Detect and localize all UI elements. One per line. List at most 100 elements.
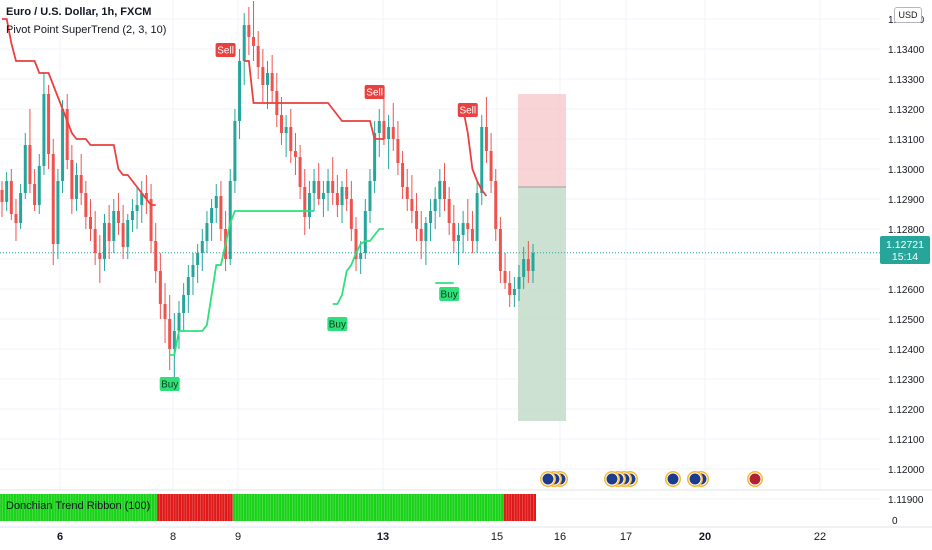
candle-body bbox=[433, 199, 437, 211]
take-profit-zone[interactable] bbox=[518, 187, 566, 421]
currency-badge[interactable]: USD bbox=[894, 7, 922, 23]
candle-body bbox=[56, 181, 60, 244]
stop-loss-zone[interactable] bbox=[518, 94, 566, 187]
donchian-ribbon bbox=[0, 494, 536, 521]
candle-body bbox=[419, 229, 423, 241]
event-flag-icon bbox=[541, 472, 555, 486]
event-flag-icon bbox=[605, 472, 619, 486]
candle-body bbox=[79, 175, 83, 193]
price-tick-label: 1.12900 bbox=[888, 195, 925, 206]
candle-body bbox=[382, 121, 386, 139]
event-flag-icon bbox=[688, 472, 702, 486]
buy-label-bg bbox=[159, 377, 180, 391]
candle-body bbox=[210, 208, 214, 223]
candle-body bbox=[489, 151, 493, 181]
candle-body bbox=[401, 163, 405, 187]
price-tick-label: 1.11900 bbox=[888, 495, 924, 506]
candle-body bbox=[498, 229, 502, 271]
price-tick-label: 1.13400 bbox=[888, 45, 925, 56]
candle-body bbox=[317, 181, 321, 199]
candle-body bbox=[126, 220, 130, 247]
candle-body bbox=[196, 253, 200, 265]
candle-body bbox=[363, 211, 367, 253]
candle-body bbox=[233, 121, 237, 181]
candle-body bbox=[33, 184, 37, 205]
candle-body bbox=[5, 181, 9, 202]
ribbon-title[interactable]: Donchian Trend Ribbon (100) bbox=[6, 500, 151, 512]
candle-body bbox=[526, 259, 530, 271]
candle-body bbox=[517, 277, 521, 289]
candle-body bbox=[331, 181, 335, 193]
candle-body bbox=[177, 313, 181, 331]
candle-body bbox=[37, 166, 41, 205]
buy-label-bg bbox=[327, 317, 348, 331]
candle-body bbox=[415, 211, 419, 229]
candle-body bbox=[447, 199, 451, 223]
candle-body bbox=[312, 181, 316, 193]
supertrend-up-line bbox=[169, 210, 315, 356]
candle-body bbox=[410, 199, 414, 211]
candle-body bbox=[443, 181, 446, 199]
candle-body bbox=[158, 271, 162, 304]
grid bbox=[0, 0, 880, 500]
candle-body bbox=[84, 193, 88, 217]
symbol-title[interactable]: Euro / U.S. Dollar, 1h, FXCM bbox=[6, 6, 152, 18]
candle-body bbox=[508, 283, 512, 295]
supertrend-down-line bbox=[2, 18, 156, 206]
candle-body bbox=[163, 304, 167, 319]
sell-signal-label: Sell bbox=[459, 106, 476, 117]
candle-body bbox=[452, 223, 456, 241]
price-tick-label: 1.13000 bbox=[888, 165, 925, 176]
candle-body bbox=[186, 277, 190, 295]
candle-body bbox=[65, 109, 69, 160]
candle-body bbox=[266, 73, 269, 85]
price-tick-label: 1.12400 bbox=[888, 345, 925, 356]
candle-body bbox=[51, 154, 55, 244]
candle-body bbox=[89, 217, 92, 229]
time-tick-label: 22 bbox=[814, 531, 826, 543]
candle-body bbox=[354, 229, 358, 259]
buy-signal-label: Buy bbox=[441, 290, 458, 301]
time-tick-label: 8 bbox=[170, 531, 176, 543]
buy-signal-label: Buy bbox=[329, 320, 346, 331]
candle-body bbox=[429, 211, 433, 223]
candle-body bbox=[405, 187, 409, 199]
candle-body bbox=[252, 37, 256, 46]
candle-body bbox=[373, 133, 377, 181]
candle-body bbox=[368, 181, 372, 211]
candle-body bbox=[28, 145, 32, 184]
time-tick-label: 16 bbox=[554, 531, 566, 543]
time-axis[interactable]: 6 8 9 13 15 16 17 20 22 bbox=[57, 531, 826, 543]
candle-body bbox=[335, 193, 339, 205]
candle-body bbox=[256, 46, 260, 67]
candle-body bbox=[396, 139, 400, 163]
price-tick-label: 1.12100 bbox=[888, 435, 925, 446]
candle-body bbox=[475, 193, 479, 241]
time-tick-label: 20 bbox=[699, 531, 711, 543]
candle-body bbox=[130, 211, 134, 220]
candle-body bbox=[466, 223, 470, 229]
candle-body bbox=[345, 187, 349, 199]
candle-body bbox=[307, 193, 311, 217]
time-tick-label: 13 bbox=[377, 531, 389, 543]
price-tick-label: 1.12000 bbox=[888, 465, 925, 476]
sell-signal-label: Sell bbox=[366, 88, 383, 99]
candle-body bbox=[293, 151, 297, 157]
time-tick-label: 9 bbox=[235, 531, 241, 543]
candle-body bbox=[242, 25, 246, 61]
candle-body bbox=[377, 121, 381, 133]
candle-body bbox=[121, 223, 125, 247]
candle-body bbox=[154, 241, 158, 271]
price-tick-label: 1.12600 bbox=[888, 285, 925, 296]
economic-events[interactable] bbox=[540, 471, 763, 487]
price-tick-label: 1.13200 bbox=[888, 105, 925, 116]
candle-body bbox=[93, 229, 97, 253]
lower-pane-axis-label: 0 bbox=[892, 516, 898, 527]
long-position-tool[interactable] bbox=[518, 94, 566, 421]
candle-body bbox=[284, 127, 288, 133]
candle-body bbox=[503, 271, 507, 283]
indicator-title[interactable]: Pivot Point SuperTrend (2, 3, 10) bbox=[6, 24, 167, 36]
candle-body bbox=[107, 223, 111, 241]
supertrend-down-line bbox=[244, 60, 384, 140]
